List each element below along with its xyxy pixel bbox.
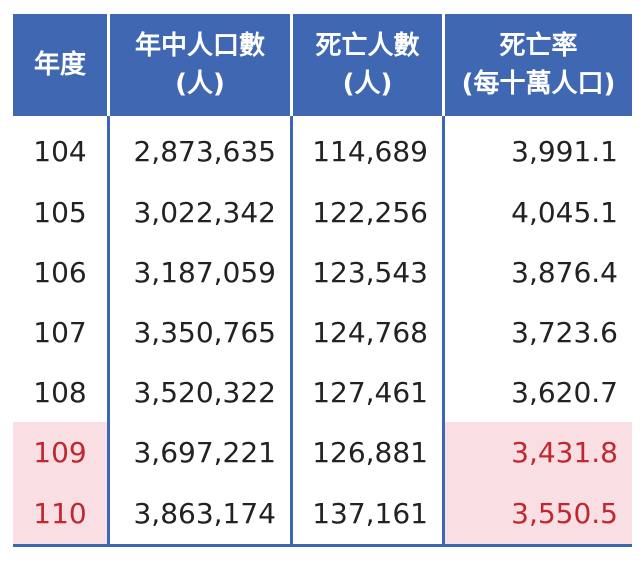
cell-year: 108 bbox=[13, 362, 107, 422]
cell-deaths: 123,543 bbox=[290, 242, 442, 302]
cell-deaths: 122,256 bbox=[290, 182, 442, 242]
table-header: 年度 年中人口數 (人) 死亡人數 (人) 死亡率 (每十萬人口) bbox=[13, 14, 632, 116]
mortality-table: 年度 年中人口數 (人) 死亡人數 (人) 死亡率 (每十萬人口) 104 bbox=[13, 14, 632, 547]
cell-year: 109 bbox=[13, 422, 107, 482]
table-row: 104 2,873,635 114,689 3,991.1 bbox=[13, 116, 632, 182]
cell-rate: 3,431.8 bbox=[442, 422, 632, 482]
header-year: 年度 bbox=[13, 14, 107, 116]
cell-deaths: 126,881 bbox=[290, 422, 442, 482]
cell-population: 3,697,221 bbox=[107, 422, 290, 482]
cell-population: 3,520,322 bbox=[107, 362, 290, 422]
table-body: 104 2,873,635 114,689 3,991.1 105 3,022,… bbox=[13, 116, 632, 544]
table-row: 107 3,350,765 124,768 3,723.6 bbox=[13, 302, 632, 362]
header-population-label: 年中人口數 bbox=[134, 31, 265, 61]
table-row: 105 3,022,342 122,256 4,045.1 bbox=[13, 182, 632, 242]
table-row: 108 3,520,322 127,461 3,620.7 bbox=[13, 362, 632, 422]
cell-year: 106 bbox=[13, 242, 107, 302]
table-row: 106 3,187,059 123,543 3,876.4 bbox=[13, 242, 632, 302]
cell-deaths: 127,461 bbox=[290, 362, 442, 422]
cell-population: 3,022,342 bbox=[107, 182, 290, 242]
header-rate-unit: (每十萬人口) bbox=[461, 69, 616, 99]
cell-population: 3,350,765 bbox=[107, 302, 290, 362]
header-deaths-label: 死亡人數 bbox=[315, 31, 420, 61]
cell-year: 105 bbox=[13, 182, 107, 242]
header-row: 年度 年中人口數 (人) 死亡人數 (人) 死亡率 (每十萬人口) bbox=[13, 14, 632, 116]
cell-rate: 3,620.7 bbox=[442, 362, 632, 422]
cell-rate: 4,045.1 bbox=[442, 182, 632, 242]
header-deaths-unit: (人) bbox=[342, 69, 393, 99]
cell-rate: 3,550.5 bbox=[442, 482, 632, 544]
cell-deaths: 137,161 bbox=[290, 482, 442, 544]
header-population: 年中人口數 (人) bbox=[107, 14, 290, 116]
header-rate: 死亡率 (每十萬人口) bbox=[442, 14, 632, 116]
header-rate-label: 死亡率 bbox=[499, 31, 578, 61]
cell-year: 107 bbox=[13, 302, 107, 362]
cell-deaths: 114,689 bbox=[290, 116, 442, 182]
cell-population: 2,873,635 bbox=[107, 116, 290, 182]
cell-population: 3,187,059 bbox=[107, 242, 290, 302]
cell-rate: 3,876.4 bbox=[442, 242, 632, 302]
table-row: 110 3,863,174 137,161 3,550.5 bbox=[13, 482, 632, 544]
cell-year: 104 bbox=[13, 116, 107, 182]
cell-deaths: 124,768 bbox=[290, 302, 442, 362]
header-year-label: 年度 bbox=[33, 50, 86, 80]
cell-year: 110 bbox=[13, 482, 107, 544]
cell-population: 3,863,174 bbox=[107, 482, 290, 544]
table-row: 109 3,697,221 126,881 3,431.8 bbox=[13, 422, 632, 482]
header-deaths: 死亡人數 (人) bbox=[290, 14, 442, 116]
cell-rate: 3,723.6 bbox=[442, 302, 632, 362]
header-population-unit: (人) bbox=[175, 69, 225, 99]
cell-rate: 3,991.1 bbox=[442, 116, 632, 182]
